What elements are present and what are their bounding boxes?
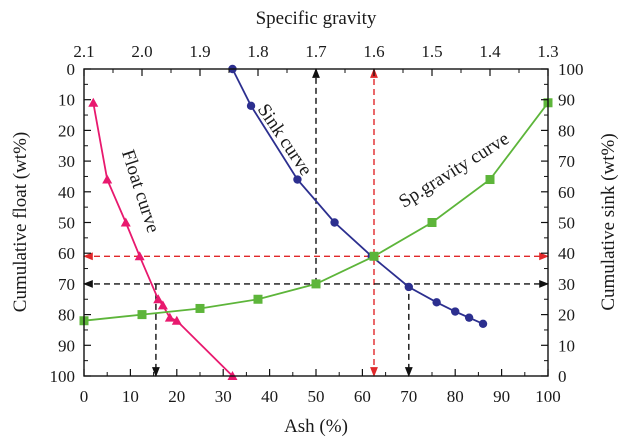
data-point <box>171 315 182 325</box>
y-right-title: Cumulative sink (wt%) <box>598 133 619 310</box>
x-bottom-tick-label: 10 <box>122 387 139 406</box>
data-point <box>369 251 379 261</box>
data-point <box>427 218 437 227</box>
data-point <box>451 307 460 316</box>
x-top-tick-label: 1.8 <box>247 42 268 61</box>
data-point <box>157 300 168 310</box>
x-bottom-tick-label: 20 <box>168 387 185 406</box>
y-right-tick-label: 90 <box>558 91 575 110</box>
y-right-tick-label: 80 <box>558 121 575 140</box>
x-top-tick-label: 1.9 <box>189 42 210 61</box>
y-left-tick-label: 100 <box>50 367 76 386</box>
x-bottom-title: Ash (%) <box>284 416 348 437</box>
y-right-tick-label: 100 <box>558 60 584 79</box>
y-left-tick-label: 90 <box>58 336 75 355</box>
y-left-title: Cumulative float (wt%) <box>10 132 31 312</box>
x-bottom-tick-label: 30 <box>215 387 232 406</box>
y-left-tick-label: 20 <box>58 121 75 140</box>
data-point <box>404 282 413 292</box>
sp-gravity-curve-label: Sp.gravity curve <box>395 128 513 212</box>
data-point <box>246 101 256 111</box>
y-left-tick-label: 30 <box>58 152 75 171</box>
x-top-title: Specific gravity <box>256 8 377 29</box>
x-bottom-tick-label: 50 <box>308 387 325 406</box>
data-point <box>195 303 205 313</box>
y-right-tick-label: 40 <box>558 244 575 263</box>
y-left-tick-label: 40 <box>58 183 75 202</box>
data-point <box>88 97 99 107</box>
data-point <box>102 174 113 184</box>
y-left-tick-label: 10 <box>58 91 75 110</box>
data-point <box>137 310 147 320</box>
x-bottom-tick-label: 90 <box>493 387 510 406</box>
data-point <box>134 251 145 261</box>
x-bottom-tick-label: 80 <box>447 387 464 406</box>
x-bottom-tick-label: 100 <box>535 387 561 406</box>
x-top-tick-label: 1.5 <box>421 42 442 61</box>
data-point <box>120 217 131 227</box>
data-point <box>485 175 495 185</box>
x-top-tick-label: 1.7 <box>305 42 327 61</box>
data-point <box>164 312 175 322</box>
x-top-tick-label: 1.6 <box>363 42 384 61</box>
x-bottom-tick-label: 0 <box>80 387 89 406</box>
y-left-tick-label: 80 <box>58 306 75 325</box>
x-top-tick-label: 2.0 <box>131 42 152 61</box>
y-left-tick-label: 60 <box>58 244 75 263</box>
y-left-tick-label: 70 <box>58 275 75 294</box>
data-point <box>330 218 339 227</box>
sink-curve-label: Sink curve <box>253 100 316 180</box>
data-point <box>432 298 441 307</box>
y-right-tick-label: 30 <box>558 275 575 294</box>
data-point <box>478 319 488 329</box>
x-top-tick-label: 2.1 <box>73 42 94 61</box>
y-right-tick-label: 20 <box>558 306 575 325</box>
x-bottom-tick-label: 40 <box>261 387 278 406</box>
y-right-tick-label: 70 <box>558 152 575 171</box>
series-line-float <box>92 102 234 377</box>
y-right-tick-label: 10 <box>558 336 575 355</box>
data-point <box>464 313 474 322</box>
data-point <box>253 294 263 304</box>
y-right-tick-label: 0 <box>558 367 567 386</box>
x-top-tick-label: 1.4 <box>479 42 501 61</box>
y-left-tick-label: 50 <box>58 214 75 233</box>
data-point <box>153 294 164 304</box>
y-right-tick-label: 50 <box>558 214 575 233</box>
data-point <box>311 279 321 289</box>
x-bottom-tick-label: 60 <box>354 387 371 406</box>
x-bottom-tick-label: 70 <box>400 387 417 406</box>
series-line-sink <box>231 68 484 325</box>
data-point <box>293 175 302 184</box>
y-left-tick-label: 0 <box>67 60 76 79</box>
x-top-tick-label: 1.3 <box>537 42 558 61</box>
y-right-tick-label: 60 <box>558 183 575 202</box>
